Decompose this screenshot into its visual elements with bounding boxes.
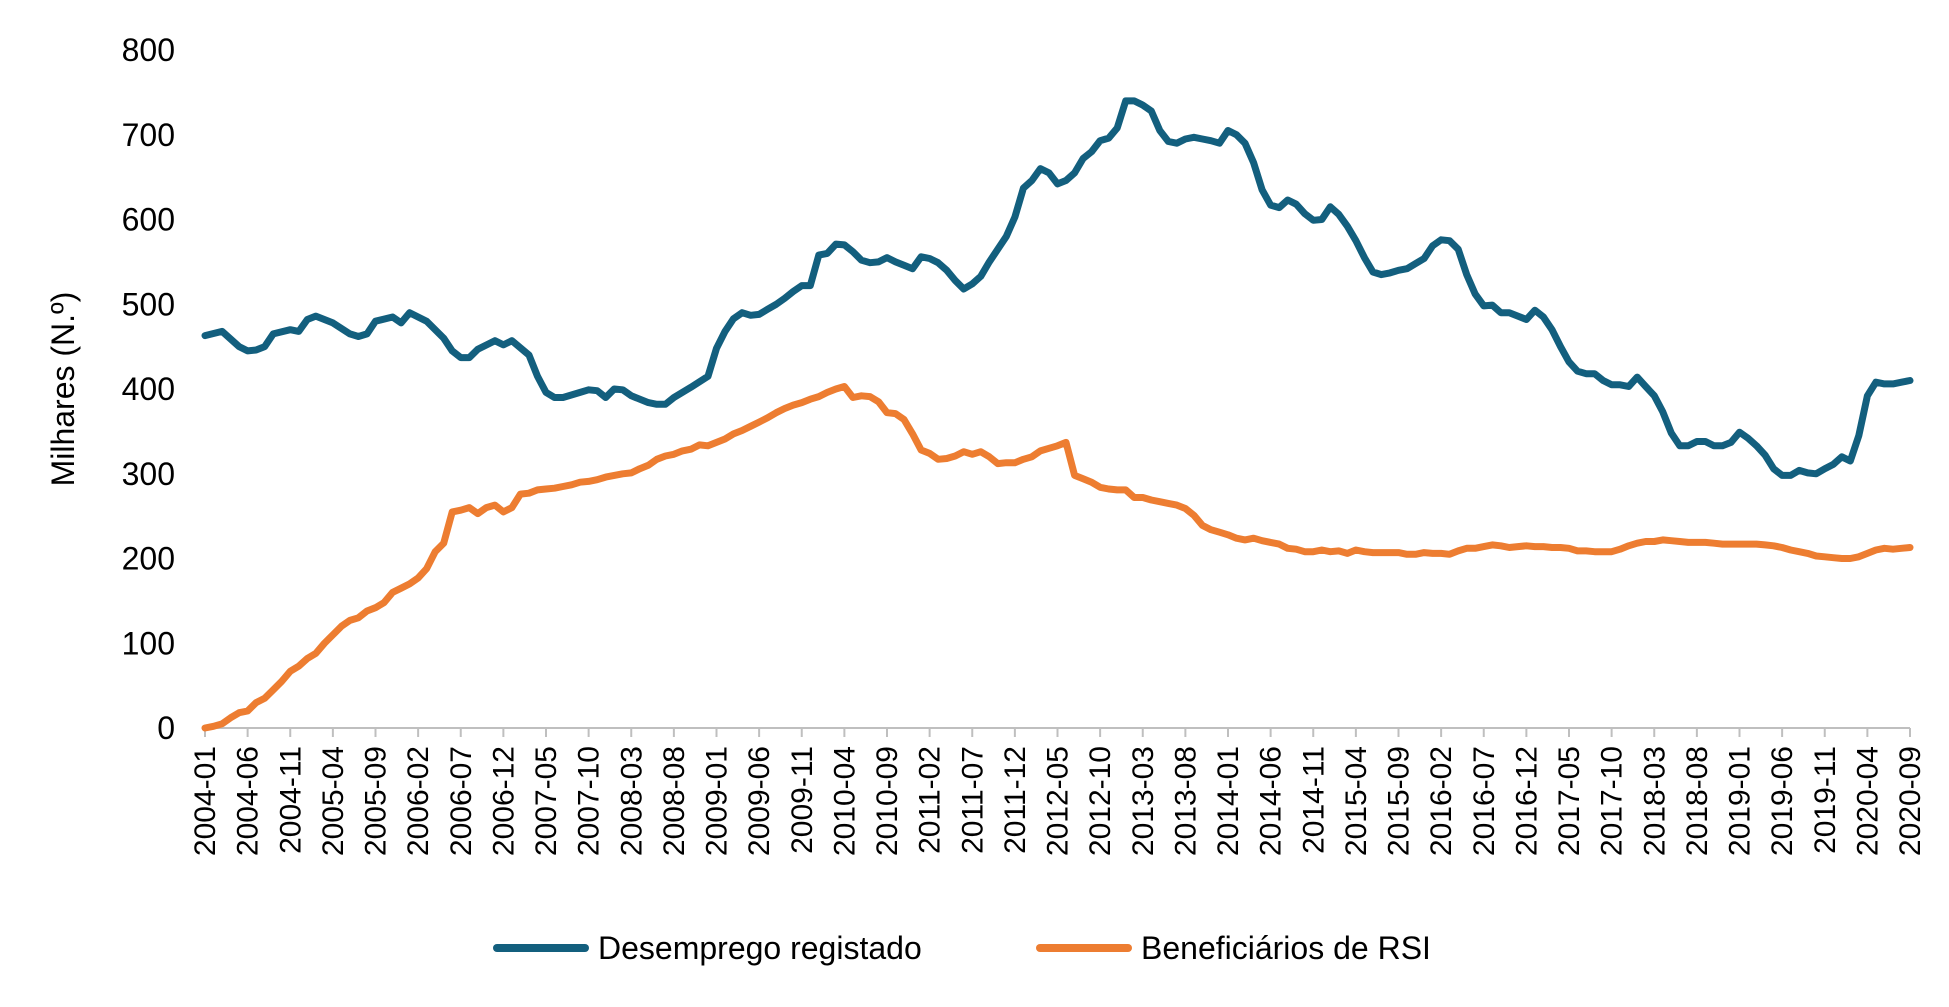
x-tick-label: 2014-06 bbox=[1255, 746, 1288, 856]
series-line-desemprego-registado bbox=[201, 97, 1914, 479]
x-tick-label: 2011-07 bbox=[956, 746, 989, 854]
x-tick-label: 2009-11 bbox=[786, 746, 819, 854]
x-tick-label: 2018-03 bbox=[1638, 746, 1671, 856]
x-tick-label: 2004-06 bbox=[232, 746, 265, 856]
x-tick-label: 2005-04 bbox=[317, 746, 350, 856]
x-tick-label: 2016-07 bbox=[1468, 746, 1501, 856]
x-tick-label: 2019-11 bbox=[1809, 746, 1842, 854]
y-axis-title: Milhares (N.º) bbox=[45, 292, 81, 487]
x-tick-label: 2019-06 bbox=[1766, 746, 1799, 856]
y-tick-label: 200 bbox=[122, 541, 175, 577]
x-tick-label: 2020-09 bbox=[1894, 746, 1927, 856]
x-tick-label: 2011-12 bbox=[999, 746, 1032, 854]
x-tick-label: 2006-02 bbox=[402, 746, 435, 856]
y-tick-label: 500 bbox=[122, 286, 175, 322]
x-tick-label: 2008-03 bbox=[615, 746, 648, 856]
y-tick-label: 700 bbox=[122, 117, 175, 153]
y-tick-label: 600 bbox=[122, 202, 175, 238]
x-tick-label: 2007-05 bbox=[530, 746, 563, 856]
x-tick-label: 2011-02 bbox=[914, 746, 947, 854]
legend-label: Desemprego registado bbox=[598, 930, 922, 966]
x-tick-label: 2014-01 bbox=[1212, 746, 1245, 856]
y-tick-label: 0 bbox=[157, 710, 175, 746]
x-tick-label: 2020-04 bbox=[1851, 746, 1884, 856]
x-tick-label: 2013-08 bbox=[1169, 746, 1202, 856]
x-tick-label: 2015-04 bbox=[1340, 746, 1373, 856]
y-tick-label: 100 bbox=[122, 625, 175, 661]
x-tick-label: 2004-01 bbox=[189, 746, 222, 856]
legend: Desemprego registado Beneficiários de RSI bbox=[493, 930, 1431, 966]
y-tick-label: 300 bbox=[122, 456, 175, 492]
x-tick-label: 2013-03 bbox=[1127, 746, 1160, 856]
x-tick-label: 2007-10 bbox=[573, 746, 606, 856]
legend-label: Beneficiários de RSI bbox=[1141, 930, 1431, 966]
x-tick-label: 2016-02 bbox=[1425, 746, 1458, 856]
x-tick-label: 2018-08 bbox=[1681, 746, 1714, 856]
x-tick-label: 2006-07 bbox=[445, 746, 478, 856]
series-line-beneficiarios-rsi bbox=[201, 383, 1914, 732]
x-tick-label: 2009-01 bbox=[701, 746, 734, 856]
x-tick-label: 2009-06 bbox=[743, 746, 776, 856]
y-axis: 0 100 200 300 400 500 600 700 800 bbox=[122, 32, 175, 746]
x-tick-label: 2008-08 bbox=[658, 746, 691, 856]
x-tick-label: 2010-09 bbox=[871, 746, 904, 856]
x-tick-label: 2012-10 bbox=[1084, 746, 1117, 856]
x-axis: 2004-01 2004-06 2004-11 2005-04 2005-09 2006-… bbox=[189, 727, 1927, 856]
x-tick-label: 2006-12 bbox=[487, 746, 520, 856]
plot-area bbox=[201, 97, 1914, 732]
x-tick-label: 2012-05 bbox=[1042, 746, 1075, 856]
x-tick-label: 2015-09 bbox=[1383, 746, 1416, 856]
x-tick-label: 2010-04 bbox=[828, 746, 861, 856]
x-tick-label: 2004-11 bbox=[274, 746, 307, 854]
x-tick-label: 2016-12 bbox=[1510, 746, 1543, 856]
y-tick-label: 400 bbox=[122, 371, 175, 407]
x-tick-label: 2019-01 bbox=[1724, 746, 1757, 856]
x-tick-label: 2017-10 bbox=[1596, 746, 1629, 856]
x-tick-label: 2005-09 bbox=[360, 746, 393, 856]
x-tick-label: 2014-11 bbox=[1297, 746, 1330, 854]
y-tick-label: 800 bbox=[122, 32, 175, 68]
x-tick-label: 2017-05 bbox=[1553, 746, 1586, 856]
